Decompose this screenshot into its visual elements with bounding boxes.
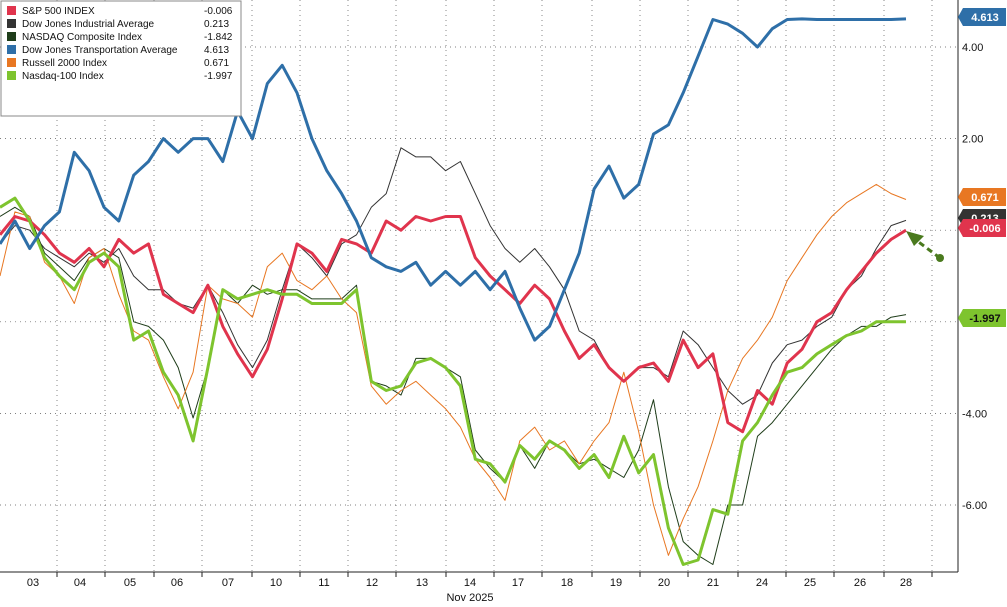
value-tag-bg [958, 309, 1006, 327]
legend-swatch [7, 32, 16, 41]
series-line [0, 206, 907, 565]
legend-series-value: 0.671 [204, 58, 229, 69]
x-tick-label: 14 [464, 577, 476, 589]
series-line [0, 17, 907, 342]
legend-swatch [7, 19, 16, 28]
x-tick-label: 17 [512, 577, 524, 589]
x-tick-label: 28 [900, 577, 912, 589]
x-tick-label: 03 [27, 577, 39, 589]
y-tick-labels: 4.00 2.00 -4.00 -6.00 [962, 42, 987, 512]
legend-series-name: Dow Jones Transportation Average [22, 45, 178, 56]
legend-series-value: 0.213 [204, 19, 229, 30]
value-tag: 0.671 [958, 188, 1006, 206]
legend: S&P 500 INDEX -0.006 Dow Jones Industrial … [0, 0, 242, 117]
x-tick-label: 06 [171, 577, 183, 589]
value-tag-bg [958, 8, 1006, 26]
x-tick-label: 11 [318, 577, 329, 589]
arrow-icon [906, 231, 944, 262]
series-lines [0, 17, 907, 566]
legend-series-value: 4.613 [204, 45, 229, 56]
value-tag-label: 0.671 [971, 192, 999, 204]
legend-swatch [7, 58, 16, 67]
value-tag: -0.006 [958, 219, 1006, 237]
y-tick-label: -6.00 [962, 500, 987, 512]
series-line [0, 215, 907, 434]
x-tick-label: 04 [74, 577, 86, 589]
x-tick-label: 26 [854, 577, 866, 589]
x-tick-label: 05 [124, 577, 136, 589]
x-tick-label: 25 [804, 577, 816, 589]
legend-series-name: Dow Jones Industrial Average [22, 19, 155, 30]
x-tick-label: 20 [658, 577, 670, 589]
x-tick-label: 13 [416, 577, 428, 589]
series-line [0, 196, 907, 566]
x-tick-label: 21 [707, 577, 719, 589]
legend-series-name: Nasdaq-100 Index [22, 71, 104, 82]
y-tick-label: 2.00 [962, 134, 983, 146]
value-tag-label: -0.006 [969, 223, 1000, 235]
x-tick-label: 10 [270, 577, 282, 589]
legend-series-name: S&P 500 INDEX [22, 6, 95, 17]
value-tag: 4.613 [958, 8, 1006, 26]
x-tick-label: 19 [610, 577, 622, 589]
series-line [0, 183, 907, 556]
value-tag-label: 4.613 [971, 12, 999, 24]
value-tag-bg [958, 219, 1006, 237]
legend-swatch [7, 6, 16, 15]
legend-swatch [7, 71, 16, 80]
y-tick-label: 4.00 [962, 42, 983, 54]
x-tick-label: 24 [756, 577, 768, 589]
value-tag-bg [958, 188, 1006, 206]
x-tick-labels: 03 04 05 06 07 10 11 12 13 14 17 18 19 20 21 24 25 26 28 [27, 572, 933, 589]
x-tick-label: 18 [561, 577, 573, 589]
legend-series-value: -0.006 [204, 6, 233, 17]
x-tick-label: 07 [222, 577, 234, 589]
legend-series-value: -1.997 [204, 71, 233, 82]
axes [0, 0, 959, 573]
legend-series-name: Russell 2000 Index [22, 58, 107, 69]
series-line [0, 147, 907, 405]
legend-series-name: NASDAQ Composite Index [22, 32, 142, 43]
value-tag: -1.997 [958, 309, 1006, 327]
legend-box [0, 0, 242, 117]
x-axis-label: Nov 2025 [446, 592, 493, 604]
legend-series-value: -1.842 [204, 32, 233, 43]
legend-swatch [7, 45, 16, 54]
y-tick-label: -4.00 [962, 408, 987, 420]
value-tag-label: -1.997 [969, 313, 1000, 325]
x-tick-label: 12 [366, 577, 378, 589]
